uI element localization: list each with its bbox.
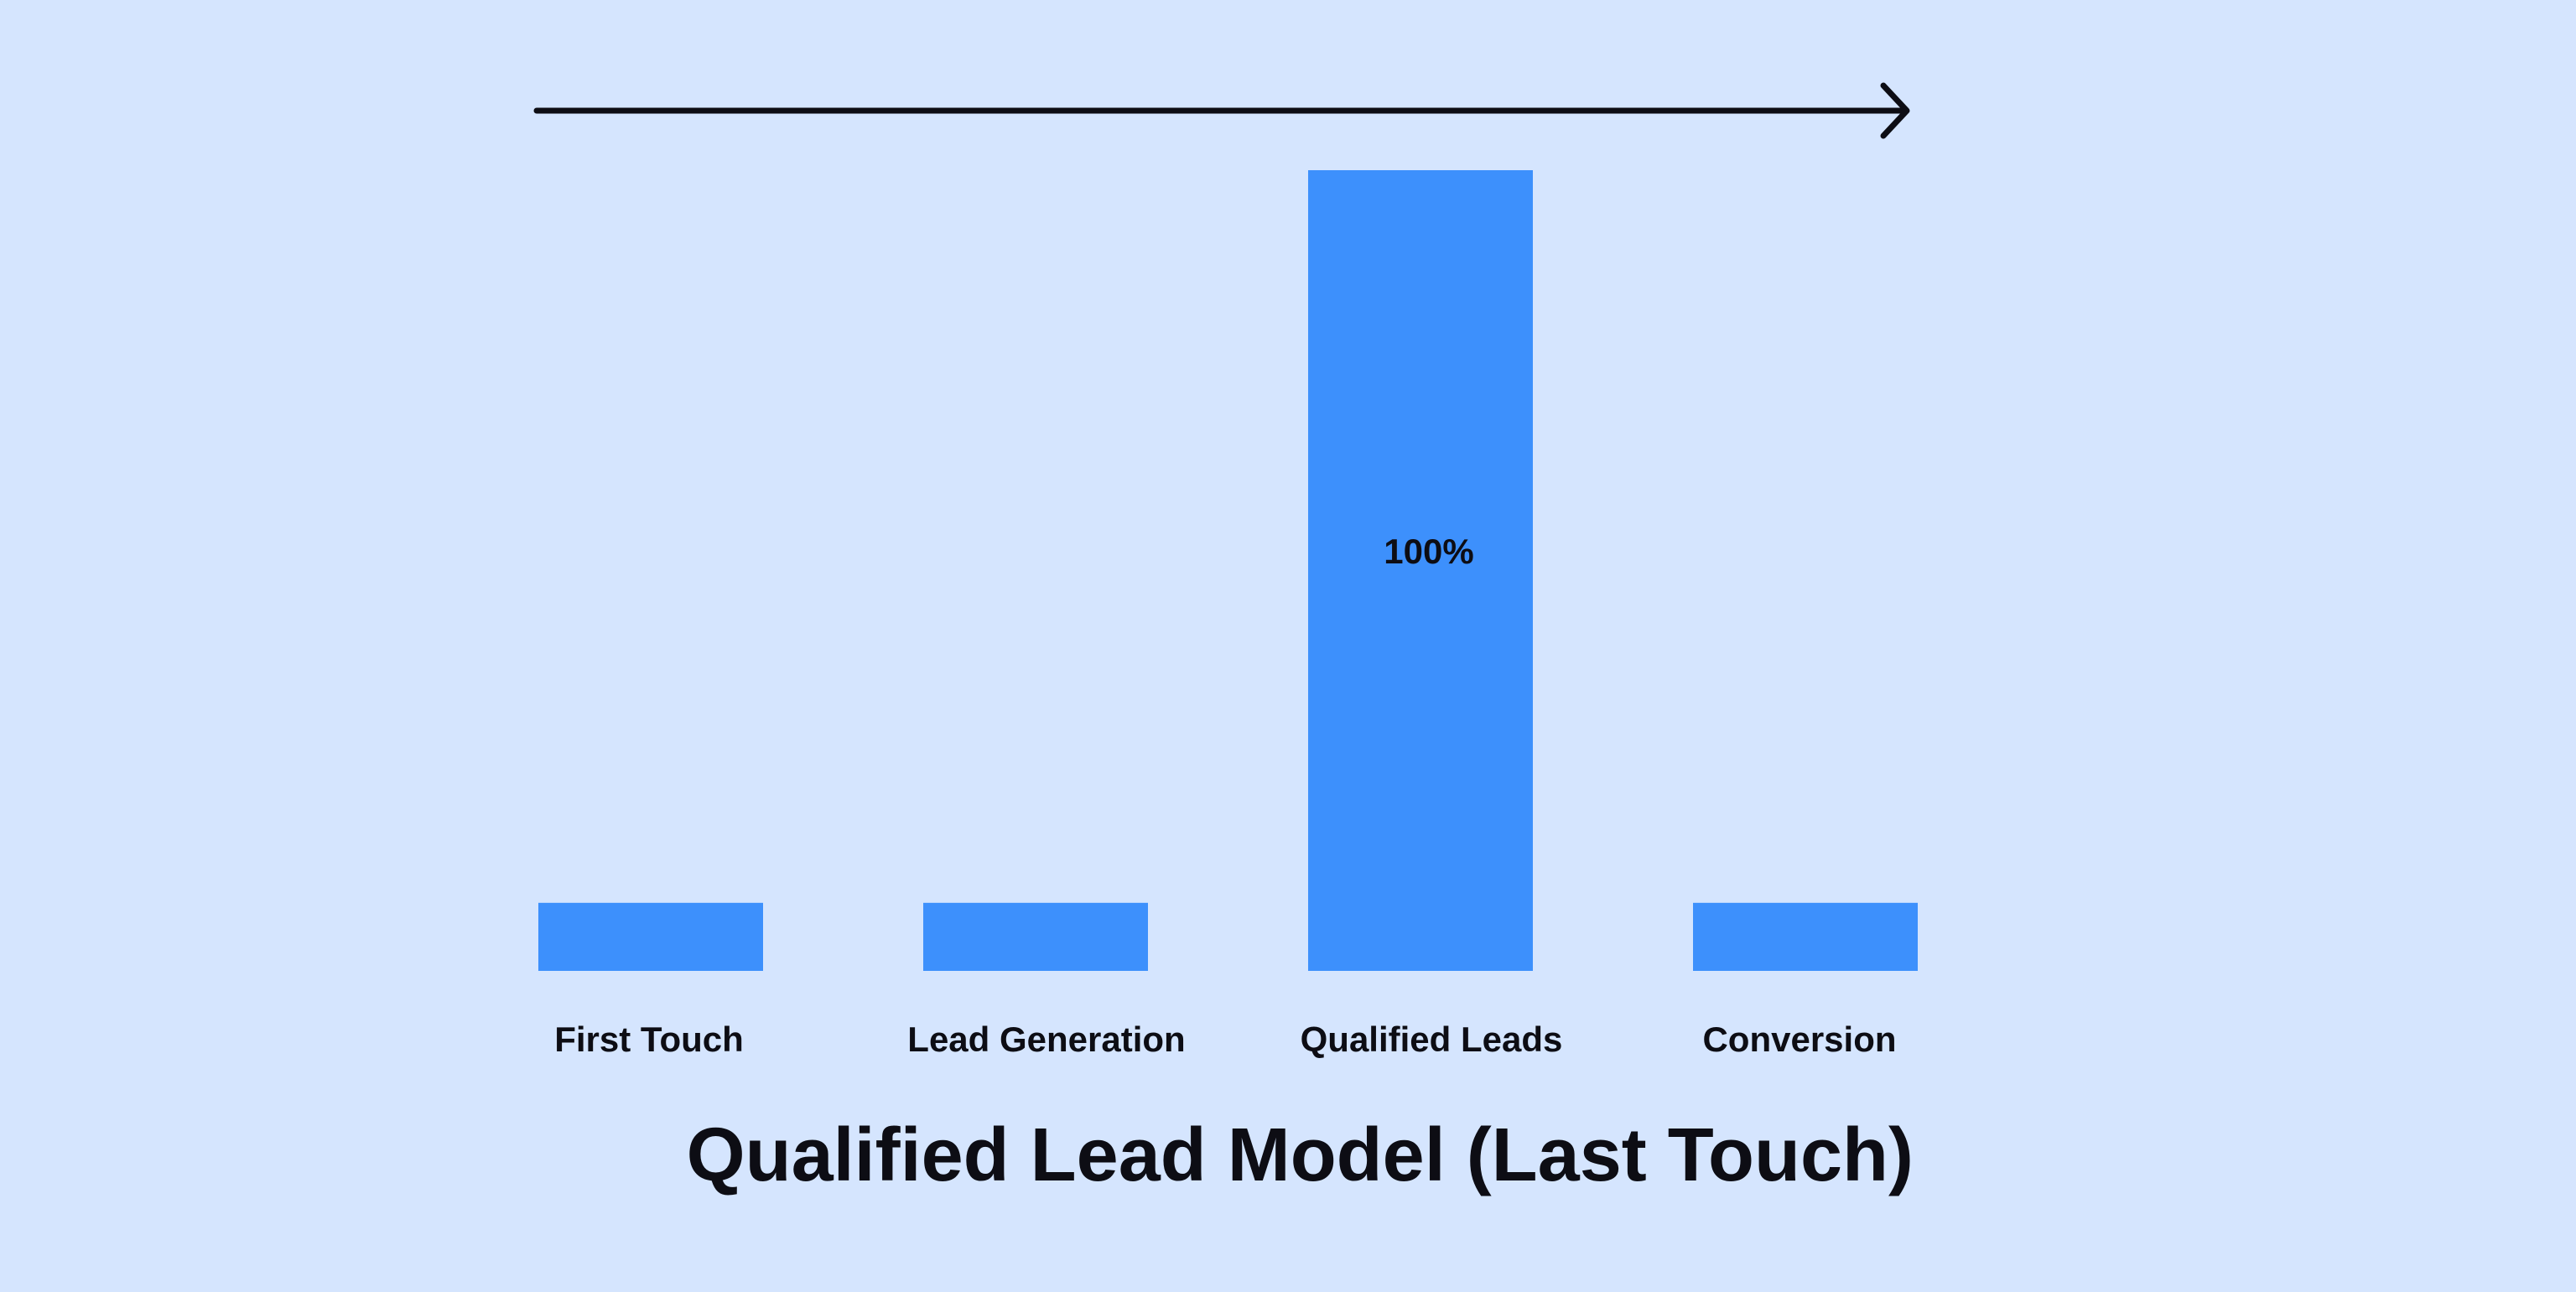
bar-first-touch [538, 902, 763, 971]
value-label: 100% [1384, 532, 1473, 571]
category-label: Qualified Leads [1301, 1020, 1563, 1059]
right-arrow-icon [533, 82, 1910, 139]
bar-lead-generation [923, 902, 1148, 971]
value-label-group: 100% [1384, 532, 1473, 571]
bar-conversion [1693, 902, 1918, 971]
category-label: First Touch [554, 1020, 744, 1059]
bar-group [538, 170, 1918, 971]
category-label-group: First Touch Lead Generation Qualified Lead… [554, 1020, 1896, 1059]
bar-qualified-leads [1308, 170, 1533, 971]
chart-title: Qualified Lead Model (Last Touch) [687, 1113, 1914, 1197]
category-label: Conversion [1702, 1020, 1896, 1059]
category-label: Lead Generation [907, 1020, 1185, 1059]
